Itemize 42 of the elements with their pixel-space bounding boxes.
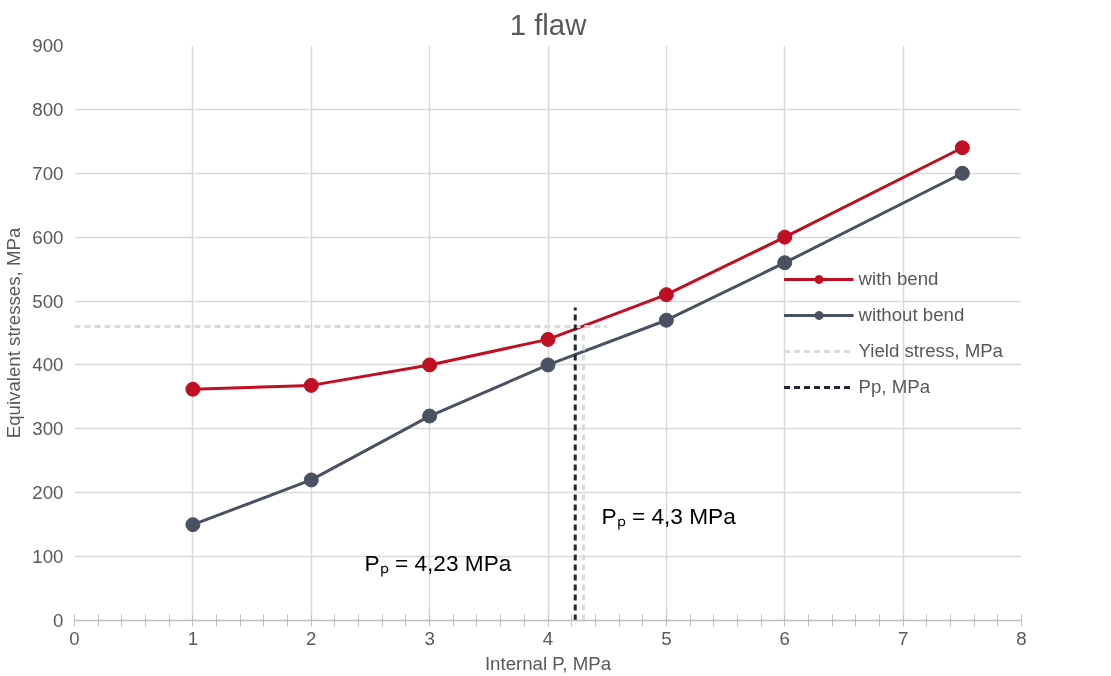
x-tick-label: 0 [69, 627, 80, 649]
point [658, 312, 674, 328]
x-tick-label: 4 [542, 627, 554, 649]
point [303, 472, 319, 488]
point [777, 255, 793, 271]
legend-label: without bend [858, 303, 965, 326]
point [422, 408, 438, 424]
legend-label: Pp, MPa [858, 375, 931, 398]
point [954, 140, 970, 156]
y-tick-label: 100 [32, 546, 64, 568]
point [954, 165, 970, 181]
legend-label: with bend [858, 267, 939, 290]
x-tick-label: 6 [779, 627, 790, 649]
point [422, 357, 438, 373]
y-tick-label: 300 [32, 418, 64, 440]
x-tick-label: 8 [1016, 627, 1027, 649]
x-tick-label: 1 [187, 627, 199, 649]
y-tick-label: 900 [32, 35, 64, 56]
point [777, 229, 793, 245]
y-tick-label: 400 [32, 354, 64, 376]
point [185, 381, 201, 397]
x-tick-label: 3 [424, 627, 435, 649]
y-tick-label: 700 [32, 162, 64, 184]
x-axis-title: Internal P, MPa [484, 652, 612, 674]
x-tick-label: 5 [661, 627, 672, 649]
y-tick-label: 800 [32, 98, 64, 120]
point [540, 357, 556, 373]
chart-title: 1 flaw [509, 7, 588, 41]
annotation: Pₚ = 4,3 MPa [601, 502, 737, 530]
legend-label: Yield stress, MPa [858, 339, 1003, 362]
annotation: Pₚ = 4,23 MPa [364, 549, 512, 577]
point [303, 377, 319, 393]
y-tick-label: 500 [32, 290, 64, 312]
y-tick-label: 600 [32, 226, 64, 248]
y-tick-label: 0 [53, 610, 64, 631]
x-tick-label: 7 [897, 627, 909, 649]
point [185, 517, 201, 533]
x-tick-label: 2 [306, 627, 317, 649]
y-axis-title: Equivalent stresses, MPa [3, 227, 25, 439]
point [658, 287, 674, 303]
point [540, 331, 556, 347]
y-tick-label: 200 [32, 482, 64, 504]
